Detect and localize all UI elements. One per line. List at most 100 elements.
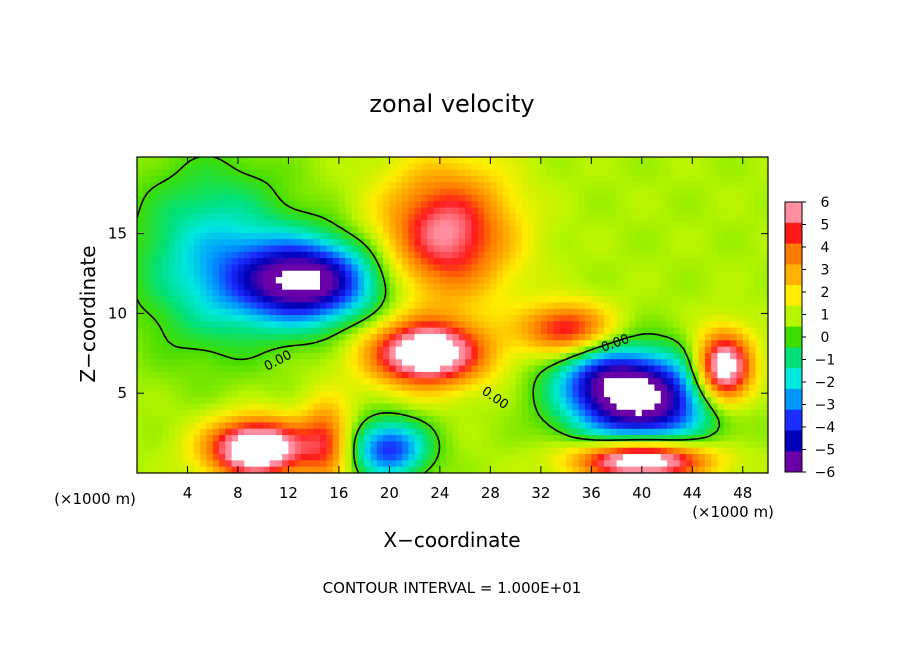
heatmap-cell — [174, 232, 182, 240]
heatmap-cell — [509, 163, 517, 171]
heatmap-cell — [603, 264, 611, 272]
heatmap-cell — [200, 466, 208, 473]
heatmap-cell — [534, 188, 542, 196]
heatmap-cell — [585, 422, 592, 430]
heatmap-cell — [730, 422, 738, 430]
heatmap-cell — [723, 409, 731, 417]
heatmap-cell — [187, 213, 195, 221]
heatmap-cell — [357, 315, 365, 322]
heatmap-cell — [629, 454, 637, 461]
heatmap-cell — [698, 409, 706, 417]
heatmap-cell — [357, 245, 365, 253]
heatmap-cell — [193, 365, 201, 373]
heatmap-cell — [679, 346, 687, 354]
heatmap-cell — [566, 220, 573, 228]
heatmap-cell — [755, 435, 763, 442]
heatmap-cell — [357, 207, 365, 215]
heatmap-cell — [155, 277, 163, 284]
heatmap-cell — [294, 289, 302, 297]
heatmap-cell — [370, 460, 378, 468]
heatmap-cell — [667, 327, 674, 335]
heatmap-cell — [231, 169, 239, 177]
heatmap-cell — [597, 169, 605, 177]
heatmap-cell — [622, 188, 630, 196]
heatmap-cell — [187, 340, 195, 348]
heatmap-cell — [591, 182, 599, 190]
heatmap-cell — [559, 283, 567, 291]
heatmap-cell — [616, 321, 624, 329]
heatmap-cell — [389, 226, 397, 234]
heatmap-cell — [376, 239, 384, 247]
heatmap-cell — [717, 182, 725, 190]
heatmap-cell — [730, 207, 738, 215]
heatmap-cell — [648, 460, 656, 468]
heatmap-cell — [294, 220, 302, 228]
heatmap-cell — [427, 220, 435, 228]
heatmap-cell — [446, 163, 454, 171]
heatmap-cell — [225, 207, 233, 215]
heatmap-cell — [319, 315, 327, 322]
heatmap-cell — [383, 283, 390, 291]
heatmap-cell — [288, 245, 296, 253]
heatmap-cell — [654, 352, 662, 360]
heatmap-cell — [509, 346, 517, 354]
heatmap-cell — [168, 454, 176, 461]
heatmap-cell — [219, 327, 226, 335]
heatmap-cell — [219, 454, 226, 461]
heatmap-cell — [679, 327, 687, 335]
heatmap-cell — [345, 460, 353, 468]
heatmap-cell — [282, 333, 290, 341]
heatmap-cell — [446, 365, 454, 373]
heatmap-cell — [332, 207, 340, 215]
heatmap-cell — [256, 258, 264, 266]
heatmap-cell — [168, 201, 176, 209]
heatmap-cell — [193, 157, 201, 164]
heatmap-cell — [572, 207, 580, 215]
heatmap-cell — [200, 277, 208, 284]
heatmap-cell — [698, 466, 706, 473]
heatmap-cell — [326, 226, 334, 234]
heatmap-cell — [566, 352, 573, 360]
heatmap-cell — [307, 327, 315, 335]
heatmap-cell — [288, 384, 296, 392]
heatmap-cell — [250, 283, 258, 291]
heatmap-cell — [149, 232, 157, 240]
heatmap-cell — [294, 390, 302, 398]
heatmap-cell — [364, 264, 372, 272]
heatmap-cell — [730, 251, 738, 259]
heatmap-cell — [755, 371, 763, 379]
heatmap-cell — [616, 371, 624, 379]
heatmap-cell — [275, 384, 283, 392]
heatmap-cell — [692, 226, 700, 234]
heatmap-cell — [206, 207, 214, 215]
heatmap-cell — [162, 447, 170, 455]
heatmap-cell — [692, 175, 700, 183]
heatmap-cell — [471, 416, 479, 424]
heatmap-cell — [263, 289, 271, 297]
heatmap-cell — [641, 232, 649, 240]
heatmap-cell — [641, 340, 649, 348]
heatmap-cell — [225, 447, 233, 455]
heatmap-cell — [345, 416, 353, 424]
heatmap-cell — [629, 251, 637, 259]
heatmap-cell — [490, 264, 498, 272]
heatmap-cell — [585, 315, 592, 322]
heatmap-cell — [616, 245, 624, 253]
heatmap-cell — [294, 441, 302, 449]
heatmap-cell — [761, 397, 768, 405]
heatmap-cell — [603, 359, 611, 367]
heatmap-cell — [427, 340, 435, 348]
heatmap-cell — [730, 264, 738, 272]
heatmap-cell — [149, 169, 157, 177]
heatmap-cell — [566, 333, 573, 341]
heatmap-cell — [275, 460, 283, 468]
heatmap-cell — [427, 466, 435, 473]
heatmap-cell — [263, 157, 271, 164]
heatmap-cell — [566, 289, 573, 297]
heatmap-cell — [452, 283, 460, 291]
heatmap-cell — [364, 441, 372, 449]
heatmap-cell — [282, 435, 290, 442]
heatmap-cell — [660, 251, 668, 259]
heatmap-cell — [465, 157, 473, 164]
heatmap-cell — [143, 283, 151, 291]
